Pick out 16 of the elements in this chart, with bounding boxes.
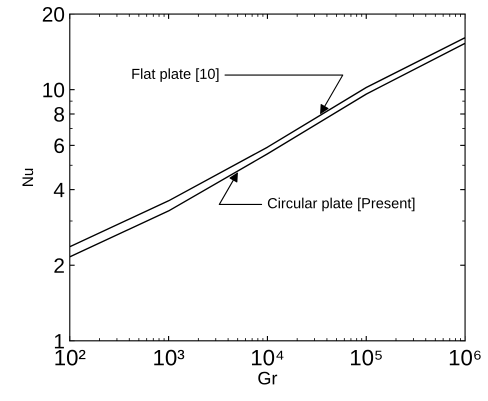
annotation: Flat plate [10] <box>132 68 218 82</box>
y-tick-label: 2 <box>54 258 64 273</box>
x-tick-label: 10⁵ <box>350 350 382 366</box>
y-tick-label: 10 <box>43 82 64 98</box>
y-tick-label: 1 <box>54 334 64 348</box>
x-tick-label: 10⁴ <box>252 350 284 366</box>
y-axis-title: Nu <box>22 168 34 186</box>
x-tick-label: 10⁶ <box>450 350 481 366</box>
y-tick-label: 4 <box>54 182 64 198</box>
x-tick-label: 10³ <box>154 350 184 366</box>
annotation: Circular plate [Present] <box>268 198 414 212</box>
y-tick-label: 8 <box>54 107 64 122</box>
y-tick-label: 6 <box>54 138 64 154</box>
x-tick-label: 10² <box>55 350 86 366</box>
x-axis-title: Gr <box>258 372 278 385</box>
y-tick-label: 20 <box>42 7 64 22</box>
